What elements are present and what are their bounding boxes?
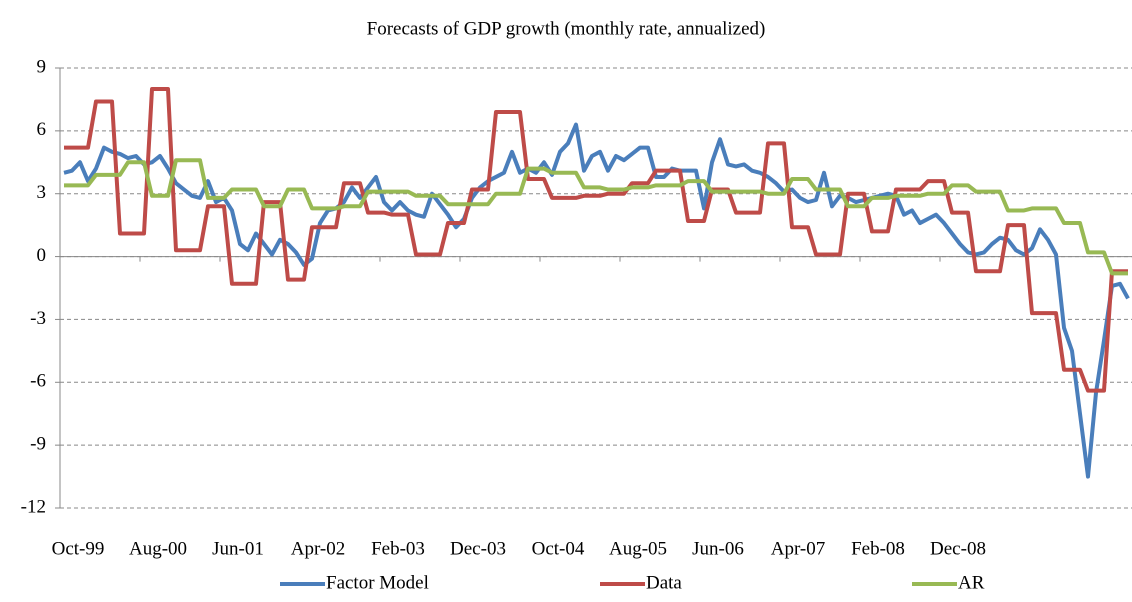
legend-label: Data (646, 572, 682, 593)
series-line (63, 122, 1130, 479)
chart-title: Forecasts of GDP growth (monthly rate, a… (367, 18, 766, 39)
x-tick-label: Feb-08 (851, 538, 905, 559)
x-tick-label: Aug-05 (609, 538, 667, 559)
x-tick-label: Dec-03 (450, 538, 506, 559)
x-tick-label: Feb-03 (371, 538, 425, 559)
x-tick-label: Apr-02 (291, 538, 346, 559)
y-tick-label: 3 (37, 182, 47, 203)
series-line (64, 158, 1128, 276)
y-tick-label: -3 (30, 308, 46, 329)
y-tick-label: -9 (30, 434, 46, 455)
x-tick-label: Oct-04 (532, 538, 585, 559)
legend-label: AR (958, 572, 985, 593)
y-tick-label: -6 (30, 371, 46, 392)
x-tick-label: Oct-99 (52, 538, 105, 559)
x-tick-label: Jun-06 (692, 538, 744, 559)
x-tick-label: Dec-08 (930, 538, 986, 559)
series-line (64, 86, 1128, 393)
x-tick-label: Jun-01 (212, 538, 264, 559)
y-tick-label: 9 (37, 56, 47, 77)
x-tick-label: Apr-07 (771, 538, 826, 559)
y-tick-label: 6 (37, 119, 47, 140)
legend-label: Factor Model (326, 572, 429, 593)
x-tick-label: Aug-00 (129, 538, 187, 559)
y-tick-label: 0 (37, 245, 47, 266)
y-tick-label: -12 (21, 496, 46, 517)
